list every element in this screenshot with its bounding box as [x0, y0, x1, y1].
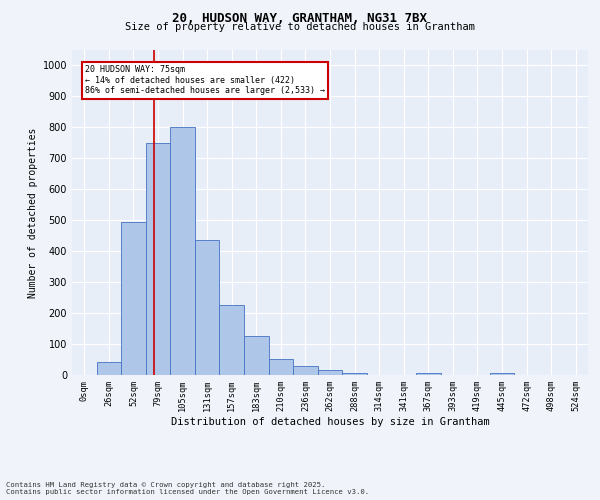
Bar	[416, 374, 440, 375]
Bar	[318, 370, 342, 375]
Bar	[97, 362, 121, 375]
Bar	[195, 240, 220, 375]
X-axis label: Distribution of detached houses by size in Grantham: Distribution of detached houses by size …	[170, 417, 490, 427]
Bar	[220, 306, 244, 375]
Y-axis label: Number of detached properties: Number of detached properties	[28, 128, 38, 298]
Text: 20 HUDSON WAY: 75sqm
← 14% of detached houses are smaller (422)
86% of semi-deta: 20 HUDSON WAY: 75sqm ← 14% of detached h…	[85, 66, 325, 96]
Bar	[146, 143, 170, 375]
Bar	[121, 222, 146, 375]
Bar	[244, 336, 269, 375]
Bar	[293, 366, 318, 375]
Text: Size of property relative to detached houses in Grantham: Size of property relative to detached ho…	[125, 22, 475, 32]
Bar	[269, 359, 293, 375]
Bar	[342, 372, 367, 375]
Text: Contains HM Land Registry data © Crown copyright and database right 2025.
Contai: Contains HM Land Registry data © Crown c…	[6, 482, 369, 495]
Text: 20, HUDSON WAY, GRANTHAM, NG31 7BX: 20, HUDSON WAY, GRANTHAM, NG31 7BX	[173, 12, 427, 26]
Bar	[490, 374, 514, 375]
Bar	[170, 128, 195, 375]
